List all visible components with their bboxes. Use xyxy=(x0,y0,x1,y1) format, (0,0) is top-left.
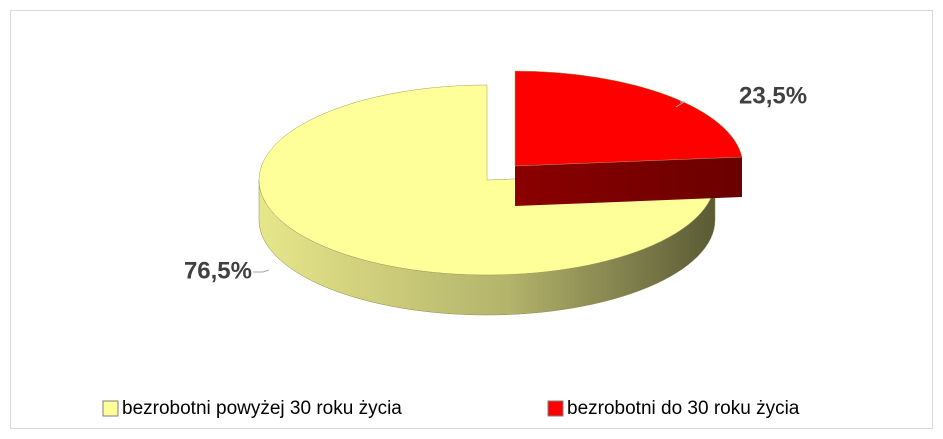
legend-swatch xyxy=(102,400,119,417)
slice xyxy=(514,70,743,167)
slice xyxy=(258,84,716,276)
data-label: 76,5% xyxy=(184,257,252,284)
legend-label: bezrobotni powyżej 30 roku życia xyxy=(122,398,402,419)
leader-line xyxy=(253,269,270,273)
legend: bezrobotni powyżej 30 roku życia bezrobot… xyxy=(102,398,800,419)
legend-label: bezrobotni do 30 roku życia xyxy=(567,398,800,419)
slice-side xyxy=(515,157,742,206)
data-label: 23,5% xyxy=(739,82,807,109)
leader-line xyxy=(675,101,686,108)
pie: 76,5% 23,5% xyxy=(184,70,807,316)
legend-swatch xyxy=(547,400,564,417)
